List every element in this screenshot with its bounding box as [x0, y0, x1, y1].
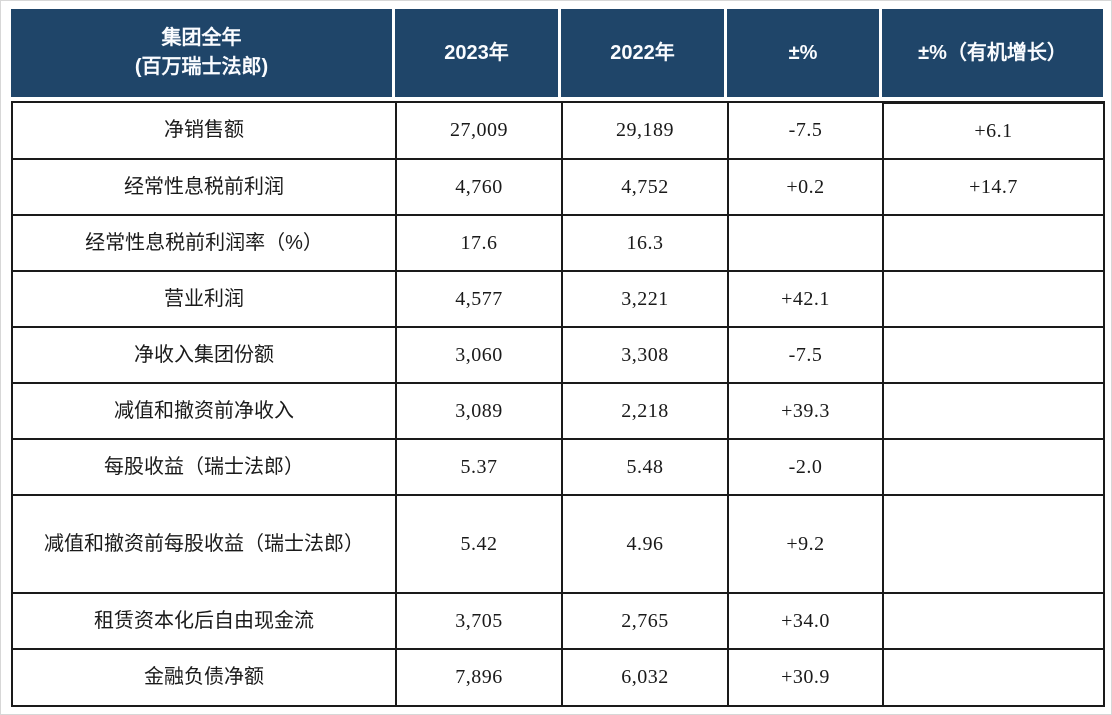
header-cell-2023: 2023年: [395, 9, 561, 97]
cell-organic: [882, 438, 1103, 494]
cell-2022: 3,308: [561, 326, 727, 382]
group-full-year-table: 集团全年 (百万瑞士法郎) 2023年 2022年 ±% ±%（有机增长） 净销…: [11, 9, 1105, 707]
row-label: 净收入集团份额: [11, 326, 395, 382]
cell-2022: 4.96: [561, 494, 727, 592]
header-cell-2022: 2022年: [561, 9, 727, 97]
header-cell-metric: 集团全年 (百万瑞士法郎): [11, 9, 395, 97]
row-label: 减值和撤资前每股收益（瑞士法郎）: [11, 494, 395, 592]
cell-2022: 4,752: [561, 158, 727, 214]
cell-2023: 3,060: [395, 326, 561, 382]
cell-organic: +6.1: [882, 101, 1103, 158]
row-label: 租赁资本化后自由现金流: [11, 592, 395, 648]
cell-2023: 5.42: [395, 494, 561, 592]
cell-2023: 5.37: [395, 438, 561, 494]
cell-pct: -7.5: [727, 101, 882, 158]
cell-2023: 7,896: [395, 648, 561, 705]
cell-organic: [882, 270, 1103, 326]
cell-2022: 6,032: [561, 648, 727, 705]
row-label: 金融负债净额: [11, 648, 395, 705]
cell-2022: 29,189: [561, 101, 727, 158]
cell-pct: +42.1: [727, 270, 882, 326]
table-header-row: 集团全年 (百万瑞士法郎) 2023年 2022年 ±% ±%（有机增长）: [11, 9, 1105, 97]
cell-2022: 5.48: [561, 438, 727, 494]
cell-organic: [882, 494, 1103, 592]
cell-2022: 2,765: [561, 592, 727, 648]
cell-2022: 2,218: [561, 382, 727, 438]
row-label: 营业利润: [11, 270, 395, 326]
cell-2022: 3,221: [561, 270, 727, 326]
cell-pct: +39.3: [727, 382, 882, 438]
header-body-divider: [11, 97, 1105, 101]
cell-2023: 3,705: [395, 592, 561, 648]
cell-organic: +14.7: [882, 158, 1103, 214]
row-label: 减值和撤资前净收入: [11, 382, 395, 438]
header-metric-line1: 集团全年: [161, 27, 242, 49]
header-cell-pct-change: ±%: [727, 9, 882, 97]
row-label: 经常性息税前利润: [11, 158, 395, 214]
table-body: 净销售额 27,009 29,189 -7.5 +6.1 经常性息税前利润 4,…: [11, 101, 1105, 707]
cell-pct: +34.0: [727, 592, 882, 648]
cell-pct: -7.5: [727, 326, 882, 382]
header-cell-organic-growth: ±%（有机增长）: [882, 9, 1103, 97]
cell-pct: +0.2: [727, 158, 882, 214]
row-label: 每股收益（瑞士法郎）: [11, 438, 395, 494]
row-label: 经常性息税前利润率（%）: [11, 214, 395, 270]
cell-organic: [882, 214, 1103, 270]
cell-2023: 4,577: [395, 270, 561, 326]
cell-pct: +9.2: [727, 494, 882, 592]
cell-2023: 17.6: [395, 214, 561, 270]
cell-pct: -2.0: [727, 438, 882, 494]
cell-organic: [882, 648, 1103, 705]
cell-pct: [727, 214, 882, 270]
cell-organic: [882, 592, 1103, 648]
header-metric-line2: (百万瑞士法郎): [134, 56, 269, 78]
cell-organic: [882, 382, 1103, 438]
cell-2023: 3,089: [395, 382, 561, 438]
cell-2023: 27,009: [395, 101, 561, 158]
cell-2022: 16.3: [561, 214, 727, 270]
cell-organic: [882, 326, 1103, 382]
row-label: 净销售额: [11, 101, 395, 158]
cell-2023: 4,760: [395, 158, 561, 214]
cell-pct: +30.9: [727, 648, 882, 705]
